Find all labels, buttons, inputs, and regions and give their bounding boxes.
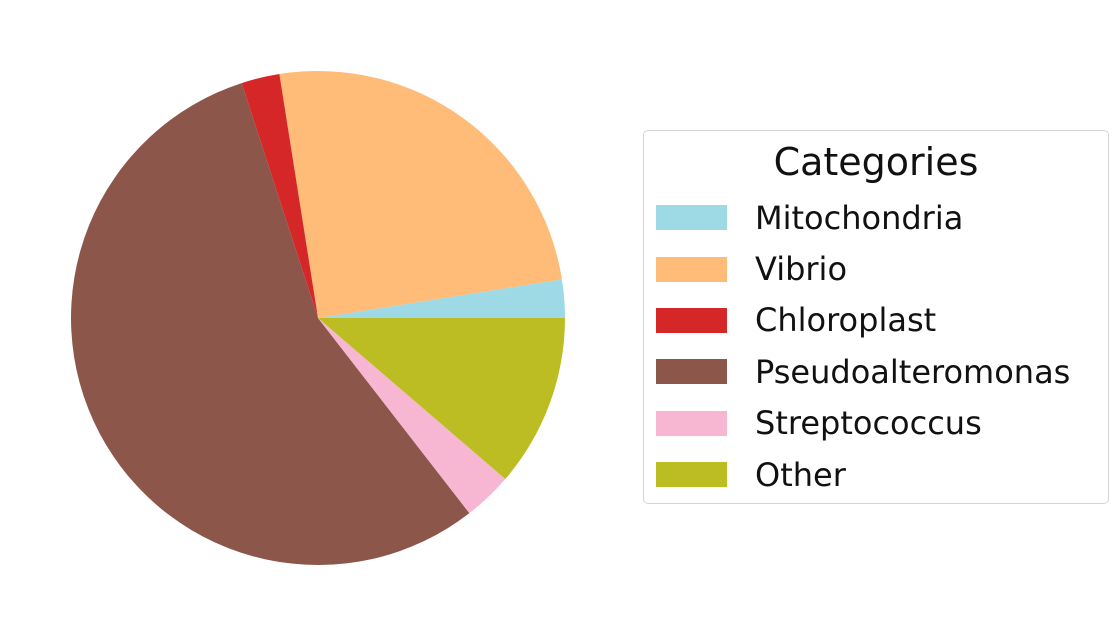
pie-slice-pseudoalteromonas bbox=[71, 83, 470, 565]
legend-item: Chloroplast bbox=[656, 295, 1070, 346]
legend-item: Streptococcus bbox=[656, 398, 1070, 449]
pie-slice-mitochondria bbox=[318, 279, 566, 318]
legend-title: Categories bbox=[773, 140, 979, 184]
legend-swatch bbox=[656, 307, 727, 333]
pie-chart bbox=[71, 70, 566, 565]
legend-swatch bbox=[656, 205, 727, 231]
legend-item: Vibrio bbox=[656, 243, 1070, 294]
legend-swatch bbox=[656, 256, 727, 282]
pie-slice-streptococcus bbox=[318, 318, 506, 514]
legend-label: Vibrio bbox=[755, 250, 848, 289]
legend-item: Pseudoalteromonas bbox=[656, 346, 1070, 397]
legend-label: Chloroplast bbox=[755, 301, 937, 340]
legend-swatch bbox=[656, 410, 727, 436]
legend-items: Mitochondria Vibrio Chloroplast Pseudoalter… bbox=[656, 192, 1070, 500]
legend-item: Mitochondria bbox=[656, 192, 1070, 243]
legend: Categories Mitochondria Vibrio Chloroplast… bbox=[643, 130, 1109, 504]
legend-swatch bbox=[656, 462, 727, 488]
legend-item: Other bbox=[656, 449, 1070, 500]
pie-slice-other bbox=[318, 318, 565, 479]
pie-slices bbox=[71, 70, 566, 565]
legend-label: Streptococcus bbox=[755, 404, 982, 443]
legend-label: Pseudoalteromonas bbox=[755, 352, 1071, 391]
legend-label: Mitochondria bbox=[755, 198, 964, 237]
pie-slice-chloroplast bbox=[241, 74, 318, 318]
pie-slice-vibrio bbox=[279, 70, 562, 318]
legend-swatch bbox=[656, 359, 727, 385]
legend-label: Other bbox=[755, 455, 846, 494]
